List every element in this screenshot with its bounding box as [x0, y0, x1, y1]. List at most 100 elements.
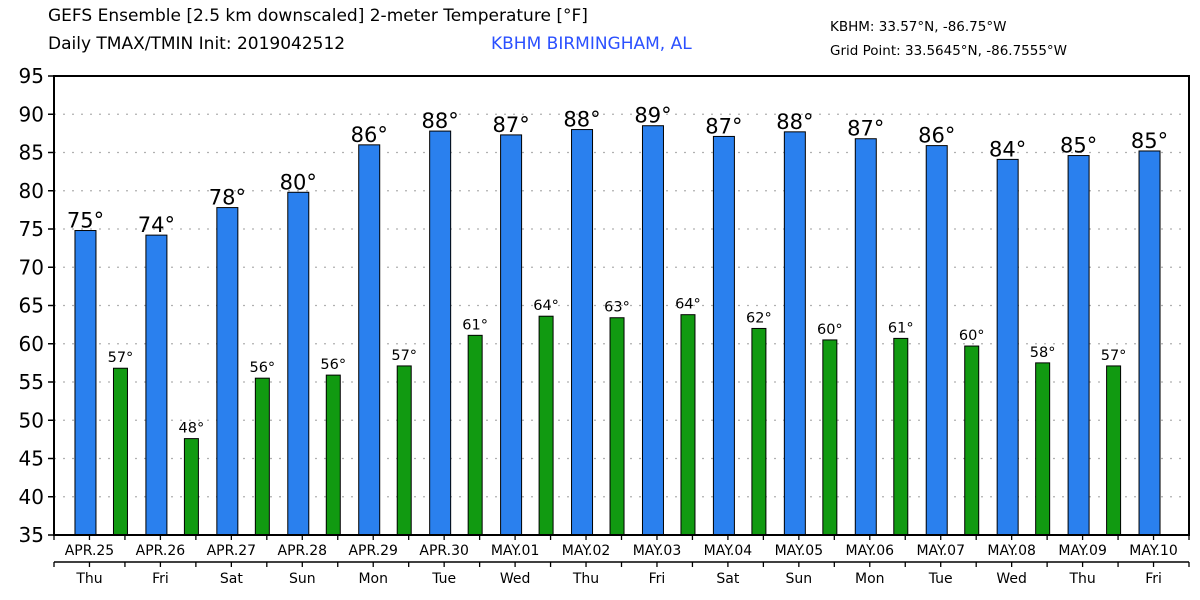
y-tick-label: 70 [19, 255, 44, 279]
data-labels: 75° 57° 74° 48° 78° 56° 80° 56° 86° 57° 88° 61° 87° 6… [67, 104, 1168, 437]
tmin-bar [112, 367, 128, 536]
x-date-label: APR.27 [207, 543, 257, 559]
tmax-label: 89° [634, 104, 671, 128]
y-tick-label: 85 [19, 141, 44, 165]
x-weekday-label: Wed [996, 571, 1027, 587]
y-tick-label: 90 [19, 102, 44, 126]
tmax-bar [996, 158, 1019, 536]
tmax-label: 87° [492, 113, 529, 137]
tmax-bar [429, 130, 452, 536]
x-date-label: MAY.02 [562, 543, 611, 559]
tmax-label: 84° [989, 137, 1026, 161]
tmax-bar [74, 230, 97, 536]
x-weekday-label: Thu [1068, 571, 1095, 587]
y-tick-label: 75 [19, 217, 44, 241]
x-date-label: MAY.03 [633, 543, 682, 559]
tmax-bar [500, 134, 523, 536]
tmax-bar [712, 135, 735, 536]
tmin-bar [467, 334, 483, 536]
tmin-bar [893, 337, 909, 536]
tmax-bar [925, 145, 948, 536]
x-date-label: MAY.05 [775, 543, 824, 559]
tmax-bar [571, 129, 594, 536]
tmin-label: 61° [462, 317, 488, 333]
tmin-label: 61° [888, 320, 914, 336]
y-tick-label: 65 [19, 294, 44, 318]
tmax-label: 85° [1060, 134, 1097, 158]
x-weekday-label: Sun [289, 571, 316, 587]
x-date-label: MAY.06 [846, 543, 895, 559]
tmax-label: 87° [705, 114, 742, 138]
tmin-label: 57° [1101, 348, 1127, 364]
tmin-bar [538, 315, 554, 536]
tmin-label: 62° [746, 310, 772, 326]
tmin-label: 60° [959, 328, 985, 344]
x-date-label: MAY.09 [1058, 543, 1107, 559]
tmin-label: 64° [533, 298, 559, 314]
tmin-label: 56° [320, 357, 346, 373]
tmax-label: 86° [918, 124, 955, 148]
tmax-bar [1067, 155, 1090, 536]
x-date-label: APR.28 [278, 543, 328, 559]
tmax-bar [854, 138, 877, 536]
x-date-label: MAY.10 [1129, 543, 1178, 559]
x-weekday-label: Sat [220, 571, 243, 587]
tmin-bar [1106, 365, 1122, 536]
x-date-label: MAY.04 [704, 543, 753, 559]
x-weekday-label: Sun [786, 571, 813, 587]
x-weekday-label: Fri [1145, 571, 1162, 587]
x-weekday-label: Fri [152, 571, 169, 587]
y-tick-label: 60 [19, 332, 44, 356]
tmin-label: 63° [604, 300, 630, 316]
tmin-bar [680, 314, 696, 536]
y-tick-label: 40 [19, 485, 44, 509]
tmax-bar [641, 125, 664, 536]
tmax-label: 88° [563, 108, 600, 132]
bars [74, 125, 1161, 536]
tmin-bar [609, 317, 625, 536]
chart-subtitle: Daily TMAX/TMIN Init: 2019042512 [48, 34, 346, 54]
tmin-label: 57° [108, 350, 134, 366]
station-coordinates: KBHM: 33.57°N, -86.75°W [830, 19, 1007, 35]
tmax-label: 75° [67, 209, 104, 233]
tmin-bar [325, 374, 341, 536]
tmin-label: 64° [675, 297, 701, 313]
y-tick-label: 45 [19, 447, 44, 471]
x-weekday-label: Thu [75, 571, 102, 587]
x-date-label: MAY.08 [987, 543, 1036, 559]
station-name: KBHM BIRMINGHAM, AL [491, 34, 692, 54]
tmin-bar [183, 438, 199, 536]
x-weekday-label: Tue [928, 571, 953, 587]
x-weekday-label: Wed [500, 571, 531, 587]
y-tick-label: 80 [19, 179, 44, 203]
tmin-bar [396, 365, 412, 536]
x-weekday-label: Tue [431, 571, 456, 587]
tmax-label: 74° [138, 213, 175, 237]
tmin-label: 58° [1030, 345, 1056, 361]
tmax-label: 78° [209, 186, 246, 210]
x-date-label: APR.26 [136, 543, 186, 559]
tmax-bar [145, 234, 168, 536]
x-weekday-label: Mon [855, 571, 885, 587]
tmax-bar [216, 207, 239, 536]
tmin-label: 60° [817, 322, 843, 338]
x-weekday-label: Thu [572, 571, 599, 587]
y-tick-label: 55 [19, 370, 44, 394]
axes: 35 40 45 50 55 60 65 70 75 80 85 90 95 APR.25 Thu APR.2… [19, 64, 1190, 587]
tmax-label: 87° [847, 117, 884, 141]
tmax-label: 88° [422, 109, 459, 133]
tmax-bar [783, 131, 806, 536]
x-date-label: APR.29 [348, 543, 398, 559]
tmin-bar [751, 327, 767, 536]
tmin-bar [254, 377, 270, 536]
tmax-bar [287, 191, 310, 536]
chart-title: GEFS Ensemble [2.5 km downscaled] 2-mete… [48, 6, 588, 26]
x-date-label: APR.25 [65, 543, 115, 559]
x-weekday-label: Fri [649, 571, 666, 587]
grid-point-coordinates: Grid Point: 33.5645°N, -86.7555°W [830, 43, 1068, 59]
tmax-label: 88° [776, 110, 813, 134]
tmax-label: 86° [351, 123, 388, 147]
x-date-label: APR.30 [419, 543, 469, 559]
x-weekday-label: Mon [358, 571, 388, 587]
